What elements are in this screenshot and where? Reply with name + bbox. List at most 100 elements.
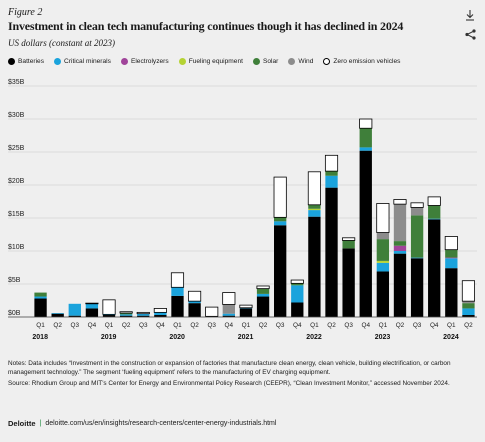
bar-segment	[291, 285, 304, 303]
legend-item: Batteries	[8, 58, 44, 65]
footer-link[interactable]: deloitte.com/us/en/insights/research-cen…	[45, 420, 277, 427]
bar-segment	[85, 303, 99, 309]
bar-segment	[393, 253, 407, 317]
bar-segment	[51, 313, 64, 317]
bar-segment	[290, 279, 304, 284]
legend-label: Fueling equipment	[188, 58, 243, 65]
legend-item: Critical minerals	[54, 58, 111, 65]
bar-segment	[410, 257, 424, 259]
bar-segment	[428, 205, 441, 219]
bar-segment	[325, 187, 338, 317]
chart-legend: Batteries Critical minerals Electrolyzers F…	[8, 58, 400, 65]
bar-segment	[85, 302, 99, 305]
bar-segment	[324, 154, 339, 172]
bar-segment	[171, 295, 184, 317]
legend-label: Batteries	[18, 58, 45, 65]
bar-segment	[119, 313, 133, 315]
bar-segment	[462, 303, 475, 309]
bar-segment	[462, 315, 475, 317]
bar-segment	[154, 312, 167, 316]
bar-segment	[376, 232, 390, 240]
source-text: Source: Rhodium Group and MIT’s Center f…	[8, 380, 450, 388]
bar-segment	[376, 260, 390, 263]
x-tick-label: Q1	[447, 322, 456, 329]
bar-segment	[291, 302, 304, 317]
legend-swatch	[288, 58, 296, 65]
chart-title: Investment in clean tech manufacturing c…	[8, 19, 404, 33]
x-tick-label: Q1	[173, 322, 182, 329]
bar-segment	[274, 221, 287, 226]
y-tick-label: $20B	[8, 178, 25, 185]
bar-segment	[222, 313, 235, 316]
stacked-bar-chart: $0B $5B $10B $15B $20B $25B $30B $35B Q1 Q2 Q3 Q4 Q1…	[8, 79, 477, 341]
year-label: 2019	[101, 334, 117, 341]
brand-logo: Deloitte	[8, 419, 36, 428]
share-icon	[464, 28, 476, 40]
x-tick-label: Q4	[88, 322, 97, 329]
bar-segment	[461, 280, 476, 302]
bar-segment	[239, 304, 253, 309]
x-tick-label: Q3	[413, 322, 422, 329]
bar-segment	[376, 271, 390, 317]
bar-segment	[273, 176, 287, 218]
legend-swatch	[178, 58, 186, 65]
notes-text: Notes: Data includes “Investment in the …	[8, 360, 451, 376]
share-button[interactable]	[463, 27, 477, 41]
x-tick-label: Q3	[344, 322, 353, 329]
bar-segment	[325, 171, 338, 176]
x-tick-label: Q1	[310, 322, 319, 329]
bar-segment	[376, 262, 390, 272]
bar-segment	[68, 315, 81, 317]
bar-segment	[102, 299, 116, 315]
x-tick-label: Q2	[327, 322, 336, 329]
bar-segment	[428, 219, 441, 317]
bar-segment	[410, 258, 424, 317]
footer: Deloitte | deloitte.com/us/en/insights/r…	[8, 419, 276, 428]
bar-segment	[274, 225, 287, 317]
bar-segment	[393, 251, 407, 254]
bar-segment	[256, 296, 270, 317]
x-tick-label: Q4	[156, 322, 165, 329]
x-tick-label: Q1	[36, 322, 45, 329]
bar-segment	[188, 301, 201, 304]
download-button[interactable]	[463, 8, 477, 22]
bar-segment	[308, 204, 321, 209]
year-label: 2022	[306, 334, 322, 341]
footer-separator: |	[39, 420, 42, 427]
bar-segment	[205, 306, 219, 317]
bar-segment	[51, 313, 64, 314]
x-tick-label: Q2	[122, 322, 131, 329]
legend-swatch	[120, 58, 128, 65]
bar-segment	[68, 303, 81, 316]
bar-segment	[445, 258, 458, 269]
bar-segment	[393, 199, 407, 205]
x-tick-label: Q2	[464, 322, 473, 329]
legend-swatch	[8, 58, 15, 65]
x-tick-label: Q4	[430, 322, 439, 329]
bar-segment	[119, 311, 133, 314]
legend-label: Solar	[262, 58, 279, 65]
bar-segment	[427, 196, 441, 206]
x-tick-label: Q4	[361, 322, 370, 329]
bar-segment	[308, 208, 321, 211]
year-label: 2018	[32, 334, 48, 341]
download-icon	[466, 9, 474, 21]
bar-segment	[222, 304, 235, 314]
bar-segment	[170, 272, 185, 288]
bar-segment	[239, 308, 253, 317]
y-tick-label: $15B	[8, 211, 25, 218]
y-tick-label: $5B	[8, 277, 21, 284]
legend-swatch	[54, 58, 62, 65]
bar-segment	[34, 296, 47, 299]
bar-segment	[137, 313, 150, 316]
legend-label: Critical minerals	[64, 58, 111, 65]
bar-segment	[444, 236, 458, 251]
bar-segment	[359, 118, 373, 129]
bar-segment	[393, 204, 407, 242]
year-label: 2023	[375, 334, 391, 341]
bar-segment	[102, 315, 116, 317]
bar-segment	[325, 175, 338, 188]
legend-item: Fueling equipment	[178, 58, 243, 65]
bar-segment	[119, 314, 133, 316]
year-label: 2020	[169, 334, 185, 341]
